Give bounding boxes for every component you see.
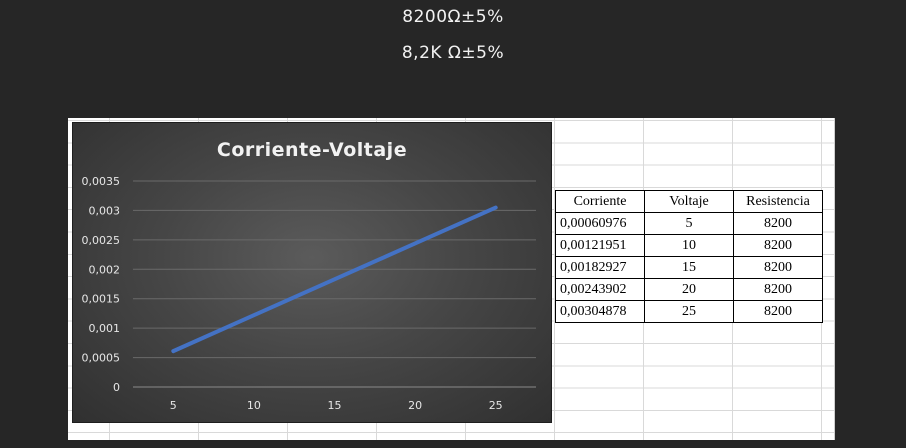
y-axis-ticks: 0 0,0005 0,001 0,0015 0,002 0,0025 0,003 0,0035	[82, 175, 121, 394]
cell-corriente[interactable]: 0,00243902	[555, 278, 645, 301]
table-row: 0,00243902 20 8200	[555, 278, 823, 301]
cell-resistencia[interactable]: 8200	[733, 212, 823, 235]
data-point	[413, 241, 417, 245]
line-chart: Corriente-Voltaje 0 0,0005 0,001 0,0015 0,00…	[82, 139, 536, 412]
resistance-heading-k: 8,2K Ω±5%	[401, 43, 505, 63]
table-row: 0,00182927 15 8200	[555, 256, 823, 279]
series-layer	[171, 205, 498, 354]
header-voltaje: Voltaje	[644, 190, 734, 213]
x-tick-label: 15	[328, 399, 342, 412]
y-tick-label: 0,0035	[82, 175, 121, 188]
y-tick-label: 0,0025	[82, 234, 121, 247]
y-tick-label: 0	[113, 381, 120, 394]
table-header-row: Corriente Voltaje Resistencia	[555, 190, 823, 213]
x-tick-label: 5	[170, 399, 177, 412]
x-tick-label: 20	[408, 399, 422, 412]
chart-gridlines	[133, 180, 536, 388]
x-tick-label: 10	[247, 399, 261, 412]
y-tick-label: 0,003	[89, 204, 121, 217]
x-axis-ticks: 5 10 15 20 25	[170, 399, 503, 412]
y-tick-label: 0,002	[89, 263, 121, 276]
cell-corriente[interactable]: 0,00304878	[555, 300, 645, 323]
y-tick-label: 0,0005	[82, 352, 121, 365]
cell-resistencia[interactable]: 8200	[733, 278, 823, 301]
header-corriente: Corriente	[555, 190, 645, 213]
y-tick-label: 0,001	[89, 322, 121, 335]
x-tick-label: 25	[489, 399, 503, 412]
cell-resistencia[interactable]: 8200	[733, 300, 823, 323]
data-point	[333, 277, 336, 281]
cell-voltaje[interactable]: 15	[644, 256, 734, 279]
table-row: 0,00121951 10 8200	[555, 234, 823, 257]
table-row: 0,00060976 5 8200	[555, 212, 823, 235]
y-tick-label: 0,0015	[82, 293, 121, 306]
cell-corriente[interactable]: 0,00060976	[555, 212, 645, 235]
header-resistencia: Resistencia	[733, 190, 823, 213]
data-point	[494, 206, 498, 210]
chart-area[interactable]: Corriente-Voltaje 0 0,0005 0,001 0,0015 0,00…	[73, 123, 551, 422]
cell-corriente[interactable]: 0,00121951	[555, 234, 645, 257]
cell-corriente[interactable]: 0,00182927	[555, 256, 645, 279]
cell-voltaje[interactable]: 10	[644, 234, 734, 257]
cell-resistencia[interactable]: 8200	[733, 256, 823, 279]
data-point	[252, 313, 256, 317]
table-row: 0,00304878 25 8200	[555, 300, 823, 323]
resistance-heading: 8200Ω±5%	[402, 7, 504, 27]
cell-voltaje[interactable]: 25	[644, 300, 734, 323]
cell-resistencia[interactable]: 8200	[733, 234, 823, 257]
chart-title: Corriente-Voltaje	[217, 139, 407, 161]
data-point	[171, 349, 175, 353]
cell-voltaje[interactable]: 20	[644, 278, 734, 301]
cell-voltaje[interactable]: 5	[644, 212, 734, 235]
data-table: Corriente Voltaje Resistencia 0,00060976…	[555, 190, 823, 323]
